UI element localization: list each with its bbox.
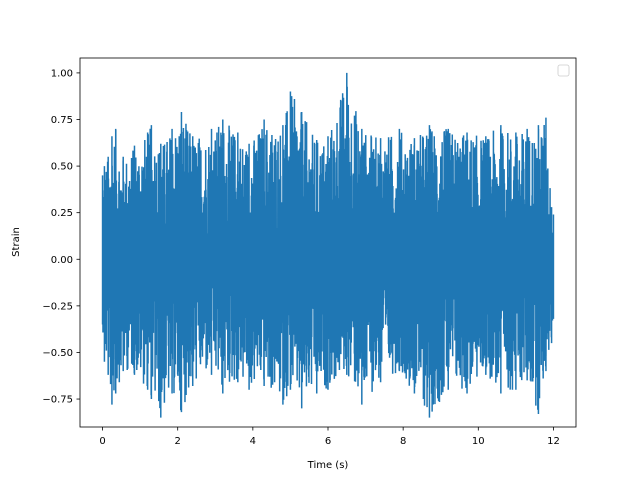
y-tick-label: 1.00 [51, 68, 73, 79]
y-axis-label: Strain [11, 227, 22, 257]
y-tick-label: 0.00 [51, 255, 73, 266]
y-tick-label: −0.50 [42, 348, 73, 359]
x-tick-label: 10 [472, 436, 485, 447]
series-layer [101, 72, 555, 418]
y-tick-label: 0.50 [51, 162, 73, 173]
x-tick-label: 2 [175, 436, 181, 447]
x-tick-label: 6 [325, 436, 331, 447]
strain-series-line [101, 72, 555, 418]
x-axis: 0 2 4 6 8 10 12 [99, 427, 560, 447]
y-axis: −0.75 −0.50 −0.25 0.00 0.25 0.50 0.75 1.00 [42, 68, 80, 406]
x-tick-label: 4 [250, 436, 256, 447]
legend-box [557, 64, 570, 77]
y-tick-label: −0.25 [42, 301, 73, 312]
x-tick-label: 0 [99, 436, 105, 447]
x-axis-label: Time (s) [307, 460, 349, 471]
y-tick-label: 0.25 [51, 208, 73, 219]
x-tick-label: 12 [547, 436, 560, 447]
y-tick-label: 0.75 [51, 115, 73, 126]
y-tick-label: −0.75 [42, 395, 73, 406]
x-tick-label: 8 [400, 436, 406, 447]
